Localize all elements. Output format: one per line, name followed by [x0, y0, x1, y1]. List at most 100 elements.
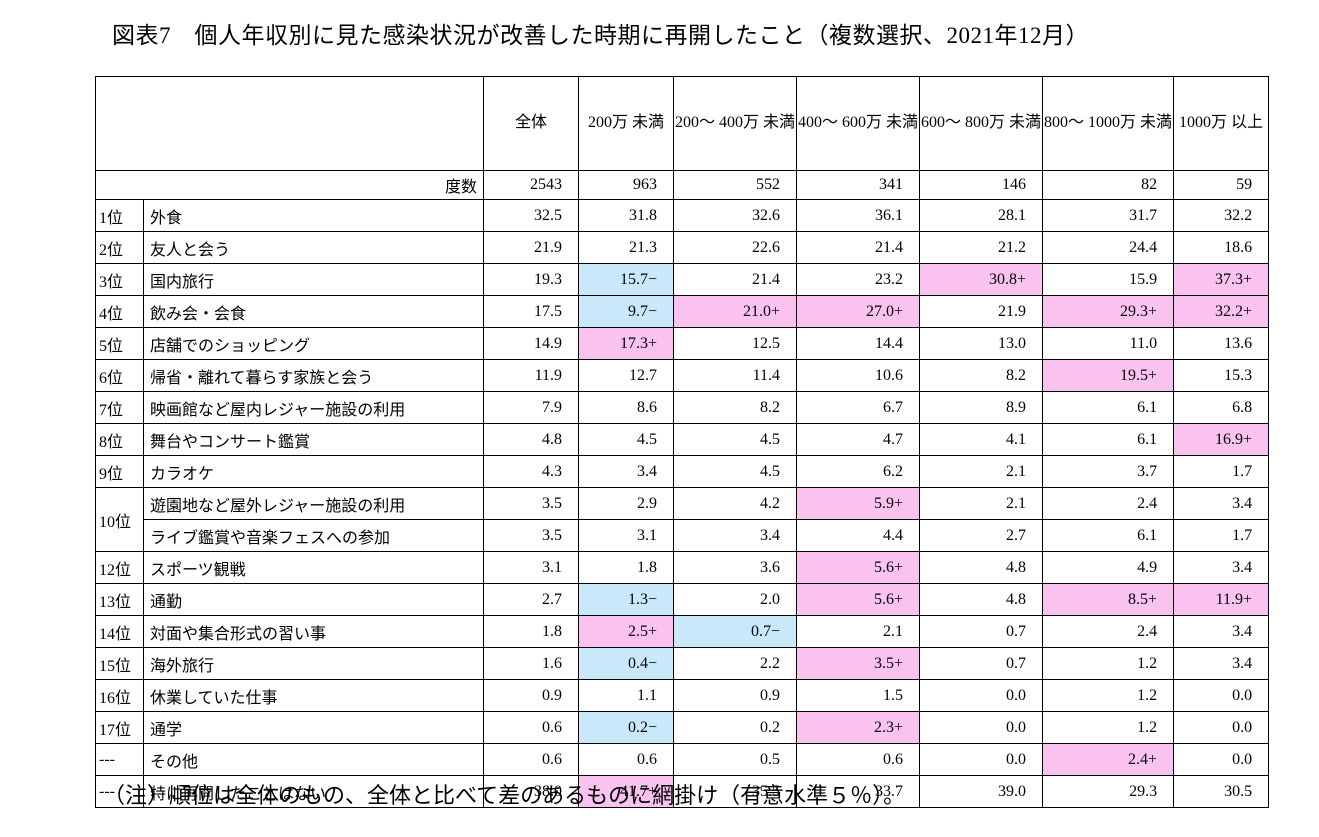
value-cell: 2.7 — [919, 519, 1044, 552]
item-cell: 舞台やコンサート鑑賞 — [143, 423, 484, 456]
value-cell: 3.5+ — [796, 647, 921, 680]
value-cell: 4.5 — [578, 423, 674, 456]
value-cell: 0.5 — [672, 743, 798, 776]
value-cell: 27.0+ — [796, 295, 921, 328]
value-cell: 2.9 — [578, 487, 674, 520]
value-cell: 5.9+ — [796, 487, 921, 520]
rank-cell: 12位 — [95, 551, 144, 584]
value-cell: 15.7− — [578, 263, 674, 296]
value-cell: 3.5 — [483, 487, 579, 520]
value-cell: 13.6 — [1173, 327, 1270, 360]
value-cell: 11.0 — [1042, 327, 1175, 360]
column-header: 200万 未満 — [578, 76, 674, 171]
rank-cell: --- — [95, 743, 144, 776]
value-cell: 3.4 — [1173, 647, 1270, 680]
value-cell: 1.2 — [1042, 711, 1175, 744]
value-cell: 0.4− — [578, 647, 674, 680]
value-cell: 30.8+ — [919, 263, 1044, 296]
value-cell: 41.7+ — [578, 775, 674, 808]
item-cell: 海外旅行 — [143, 647, 484, 680]
value-cell: 35.5 — [672, 775, 798, 808]
value-cell: 8.5+ — [1042, 583, 1175, 616]
rank-cell: 15位 — [95, 647, 144, 680]
frequency-value: 341 — [796, 170, 921, 200]
value-cell: 21.3 — [578, 231, 674, 264]
rank-cell: 5位 — [95, 327, 144, 360]
rank-cell: 10位 — [95, 487, 144, 552]
value-cell: 22.6 — [672, 231, 798, 264]
value-cell: 21.9 — [483, 231, 579, 264]
value-cell: 0.7− — [672, 615, 798, 648]
item-cell: 対面や集合形式の習い事 — [143, 615, 484, 648]
value-cell: 0.9 — [672, 679, 798, 712]
value-cell: 0.6 — [578, 743, 674, 776]
figure-title: 図表7 個人年収別に見た感染状況が改善した時期に再開したこと（複数選択、2021… — [112, 23, 1089, 48]
value-cell: 3.6 — [672, 551, 798, 584]
value-cell: 3.7 — [1042, 455, 1175, 488]
value-cell: 0.7 — [919, 647, 1044, 680]
table-row: --- 特に再開したことはない 38.0 41.7+ 35.5 33.7 39.0 29.3 3… — [95, 775, 1270, 808]
value-cell: 0.6 — [796, 743, 921, 776]
table-row: 2位 友人と会う 21.9 21.3 22.6 21.4 21.2 24.4 18.6 — [95, 231, 1270, 264]
item-cell: 映画館など屋内レジャー施設の利用 — [143, 391, 484, 424]
footnote: （注）順位は全体のもの、全体と比べて差のあるものに網掛け（有意水準５％）。 — [103, 783, 906, 808]
value-cell: 30.5 — [1173, 775, 1270, 808]
rank-cell: 16位 — [95, 679, 144, 712]
table-row: 5位 店舗でのショッピング 14.9 17.3+ 12.5 14.4 13.0 11.0 13.… — [95, 327, 1270, 360]
value-cell: 39.0 — [919, 775, 1044, 808]
table-row: 15位 海外旅行 1.6 0.4− 2.2 3.5+ 0.7 1.2 3.4 — [95, 647, 1270, 680]
rank-cell: 9位 — [95, 455, 144, 488]
value-cell: 4.7 — [796, 423, 921, 456]
rank-cell: 13位 — [95, 583, 144, 616]
value-cell: 6.8 — [1173, 391, 1270, 424]
item-cell: 特に再開したことはない — [143, 775, 484, 808]
item-cell: 帰省・離れて暮らす家族と会う — [143, 359, 484, 392]
value-cell: 12.7 — [578, 359, 674, 392]
value-cell: 4.9 — [1042, 551, 1175, 584]
column-header: 400～ 600万 未満 — [796, 76, 921, 171]
table-row: 1位 外食 32.5 31.8 32.6 36.1 28.1 31.7 32.2 — [95, 199, 1270, 232]
rank-cell: 6位 — [95, 359, 144, 392]
table-row: 16位 休業していた仕事 0.9 1.1 0.9 1.5 0.0 1.2 0.0 — [95, 679, 1270, 712]
table-row: 3位 国内旅行 19.3 15.7− 21.4 23.2 30.8+ 15.9 37.3+ — [95, 263, 1270, 296]
value-cell: 11.9 — [483, 359, 579, 392]
value-cell: 23.2 — [796, 263, 921, 296]
value-cell: 21.2 — [919, 231, 1044, 264]
value-cell: 21.9 — [919, 295, 1044, 328]
value-cell: 6.1 — [1042, 391, 1175, 424]
value-cell: 0.6 — [483, 743, 579, 776]
value-cell: 21.4 — [672, 263, 798, 296]
value-cell: 19.3 — [483, 263, 579, 296]
value-cell: 0.0 — [919, 743, 1044, 776]
table-row: 9位 カラオケ 4.3 3.4 4.5 6.2 2.1 3.7 1.7 — [95, 455, 1270, 488]
value-cell: 14.9 — [483, 327, 579, 360]
value-cell: 17.3+ — [578, 327, 674, 360]
table-row: 4位 飲み会・会食 17.5 9.7− 21.0+ 27.0+ 21.9 29.3+ 32.2+ — [95, 295, 1270, 328]
value-cell: 1.7 — [1173, 455, 1270, 488]
value-cell: 3.1 — [578, 519, 674, 552]
value-cell: 3.4 — [1173, 551, 1270, 584]
value-cell: 8.2 — [919, 359, 1044, 392]
rank-cell: 17位 — [95, 711, 144, 744]
income-breakdown-table: 全体 200万 未満 200～ 400万 未満 400～ 600万 未満 600～ 80… — [95, 76, 1270, 808]
frequency-value: 552 — [672, 170, 798, 200]
rank-cell: --- — [95, 775, 144, 808]
value-cell: 1.8 — [578, 551, 674, 584]
value-cell: 31.8 — [578, 199, 674, 232]
value-cell: 18.6 — [1173, 231, 1270, 264]
frequency-value: 59 — [1173, 170, 1270, 200]
value-cell: 4.5 — [672, 423, 798, 456]
value-cell: 1.2 — [1042, 647, 1175, 680]
frequency-value: 146 — [919, 170, 1044, 200]
value-cell: 0.0 — [1173, 679, 1270, 712]
value-cell: 3.4 — [578, 455, 674, 488]
value-cell: 2.3+ — [796, 711, 921, 744]
value-cell: 32.5 — [483, 199, 579, 232]
table-row: 12位 スポーツ観戦 3.1 1.8 3.6 5.6+ 4.8 4.9 3.4 — [95, 551, 1270, 584]
table-header: 全体 200万 未満 200～ 400万 未満 400～ 600万 未満 600～ 80… — [95, 76, 1270, 200]
value-cell: 16.9+ — [1173, 423, 1270, 456]
table-body: 1位 外食 32.5 31.8 32.6 36.1 28.1 31.7 32.2 2位 友人と会う 2… — [95, 199, 1270, 808]
value-cell: 2.1 — [919, 455, 1044, 488]
table-row: 7位 映画館など屋内レジャー施設の利用 7.9 8.6 8.2 6.7 8.9 6.1 6.8 — [95, 391, 1270, 424]
item-cell: 休業していた仕事 — [143, 679, 484, 712]
